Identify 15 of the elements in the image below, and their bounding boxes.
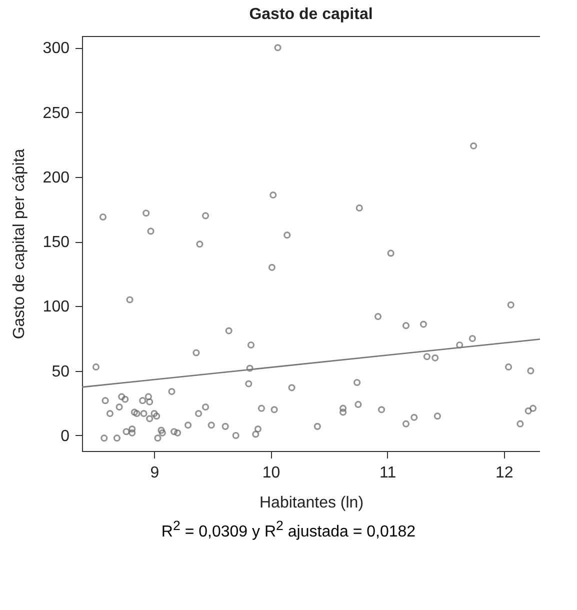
x-axis-title: Habitantes (ln) (259, 494, 364, 512)
text: R$^{2}$ = 0,0309 y R$^{2}$ ajustada = 0,0182 (160, 518, 417, 542)
x-tick-label: 9 (150, 464, 160, 482)
chart-title: Gasto de capital (249, 6, 373, 23)
y-tick-label: 0 (60, 428, 70, 445)
y-axis-title: Gasto de capital per cápita (10, 148, 28, 340)
x-tick-label: 10 (262, 464, 280, 482)
y-tick-label: 250 (42, 104, 70, 122)
y-tick-label: 150 (42, 234, 70, 252)
x-tick-label: 11 (380, 464, 396, 482)
x-tick-label: 12 (495, 464, 514, 482)
y-tick-label: 300 (42, 40, 70, 58)
y-tick-label: 50 (52, 363, 70, 380)
y-tick-label: 200 (42, 169, 70, 186)
y-tick-label: 100 (42, 298, 70, 316)
